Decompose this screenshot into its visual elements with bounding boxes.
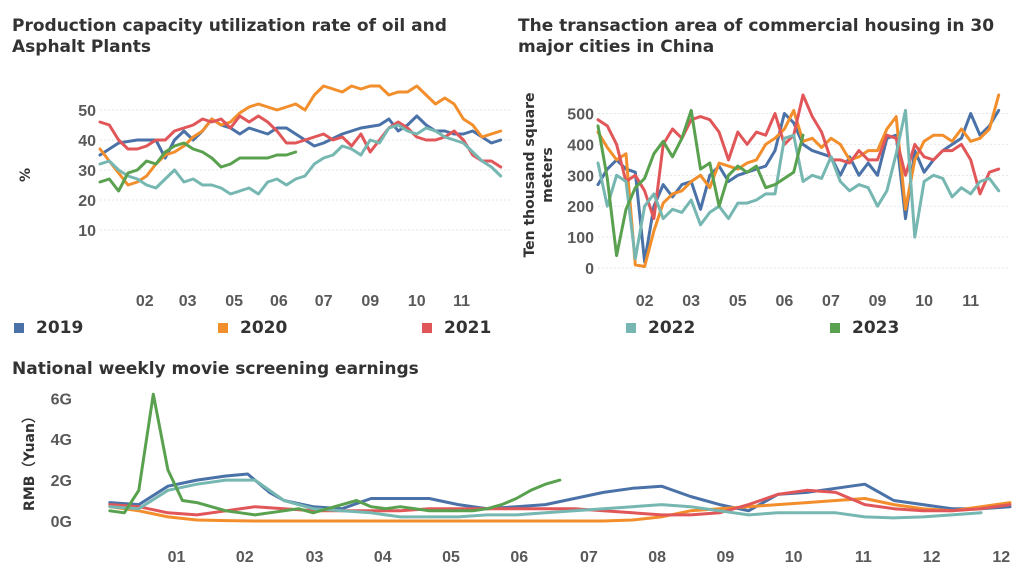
series-line-2021-chart3: [108, 488, 1012, 517]
x-tick-label: 03: [682, 293, 700, 310]
y-tick-label: 20: [78, 193, 96, 210]
y-tick-label: 50: [78, 103, 96, 120]
legend-label: 2023: [852, 318, 900, 338]
x-tick-label: 06: [775, 293, 793, 310]
y-tick-label: 0: [585, 261, 594, 278]
y-tick-label: 500: [567, 107, 594, 124]
legend-item-2020: 2020: [218, 318, 287, 338]
y-tick-label: 0G: [51, 514, 72, 531]
x-tick-label: 02: [136, 293, 154, 310]
x-tick-label: 02: [236, 549, 254, 566]
legend-label: 2021: [444, 318, 492, 338]
legend-swatch: [14, 323, 24, 333]
x-tick-label: 02: [636, 293, 654, 310]
x-tick-label: 08: [648, 549, 666, 566]
series-line-2023-chart1: [98, 141, 298, 193]
x-tick-label: 04: [374, 549, 392, 566]
series-line-2020-chart2: [596, 93, 1001, 268]
legend-swatch: [218, 323, 228, 333]
legend-label: 2020: [240, 318, 288, 338]
legend-swatch: [422, 323, 432, 333]
y-axis-label: Ten thousand square meters: [522, 92, 556, 257]
y-tick-label: 200: [567, 199, 594, 216]
series-line-2019-chart2: [596, 108, 1001, 264]
legend-item-2023: 2023: [830, 318, 899, 338]
x-tick-label: 10: [785, 549, 803, 566]
y-axis-label: RMB（Yuan）: [22, 409, 38, 511]
legend: 2019 2020 2021 2022 2023: [0, 318, 1024, 348]
x-tick-label: 11: [962, 293, 979, 310]
legend-item-2021: 2021: [422, 318, 491, 338]
legend-item-2022: 2022: [626, 318, 695, 338]
x-tick-label: 03: [306, 549, 324, 566]
x-tick-label: 05: [729, 293, 747, 310]
legend-label: 2019: [36, 318, 84, 338]
x-tick-label: 09: [361, 293, 379, 310]
x-tick-label: 07: [315, 293, 333, 310]
y-tick-label: 30: [78, 163, 96, 180]
y-tick-label: 100: [567, 230, 594, 247]
x-tick-label: 10: [408, 293, 426, 310]
y-tick-label: 300: [567, 168, 594, 185]
x-tick-label: 06: [510, 549, 528, 566]
x-tick-label: 12: [923, 549, 941, 566]
y-tick-label: 6G: [51, 391, 72, 408]
x-tick-label: 07: [580, 549, 598, 566]
series-line-2020-chart1: [98, 84, 503, 187]
x-tick-label: 05: [225, 293, 243, 310]
series-line-2019-chart1: [98, 114, 503, 160]
legend-swatch: [830, 323, 840, 333]
x-tick-label: 06: [270, 293, 288, 310]
legend-item-2019: 2019: [14, 318, 83, 338]
y-tick-label: 10: [78, 223, 96, 240]
x-tick-label: 09: [717, 549, 735, 566]
x-tick-label: 05: [442, 549, 460, 566]
series-line-2022-chart1: [98, 123, 503, 196]
x-tick-label: 01: [168, 549, 186, 566]
series-line-2020-chart3: [108, 497, 1012, 523]
x-tick-label: 03: [179, 293, 197, 310]
chart3-title: National weekly movie screening earnings: [12, 359, 419, 379]
chart-1: 10 20 30 40 50 02 03 05 06 07 09 10 11%: [18, 84, 510, 310]
series-line-2021-chart1: [98, 114, 503, 169]
y-tick-label: 400: [567, 137, 594, 154]
chart2-title: The transaction area of commercial housi…: [518, 16, 995, 57]
legend-label: 2022: [648, 318, 696, 338]
y-tick-label: 2G: [51, 473, 72, 490]
y-tick-label: 40: [78, 133, 96, 150]
y-tick-label: 4G: [51, 432, 72, 449]
x-tick-label: 11: [855, 549, 872, 566]
y-axis-label: %: [18, 168, 34, 182]
x-tick-label: 12: [992, 549, 1010, 566]
x-tick-label: 07: [822, 293, 840, 310]
chart1-title: Production capacity utilization rate of …: [12, 16, 447, 57]
series-line-2023-chart3: [108, 392, 562, 517]
chart-2: 0 100 200 300 400 500 02 03 05 06 07 09 10 11 Ten thou…: [522, 92, 1008, 310]
series-line-2022-chart3: [108, 478, 983, 520]
x-tick-label: 11: [453, 293, 470, 310]
x-tick-label: 10: [915, 293, 933, 310]
chart-3: 0G 2G 4G 6G 01 02 03 04 05 06 07 08 09 10 11 12 12 RMB（Yu…: [22, 391, 1012, 566]
x-tick-label: 09: [869, 293, 887, 310]
series-line-2023-chart2: [596, 108, 805, 258]
legend-swatch: [626, 323, 636, 333]
